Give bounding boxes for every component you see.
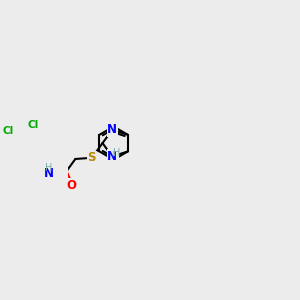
Text: N: N [107,150,117,163]
Text: Cl: Cl [28,120,39,130]
Text: H: H [45,163,52,173]
Text: Cl: Cl [2,126,14,136]
Text: N: N [109,153,118,166]
Text: N: N [44,167,54,180]
Text: O: O [66,179,76,192]
Text: H: H [113,148,121,158]
Text: N: N [107,123,117,136]
Text: S: S [88,151,96,164]
